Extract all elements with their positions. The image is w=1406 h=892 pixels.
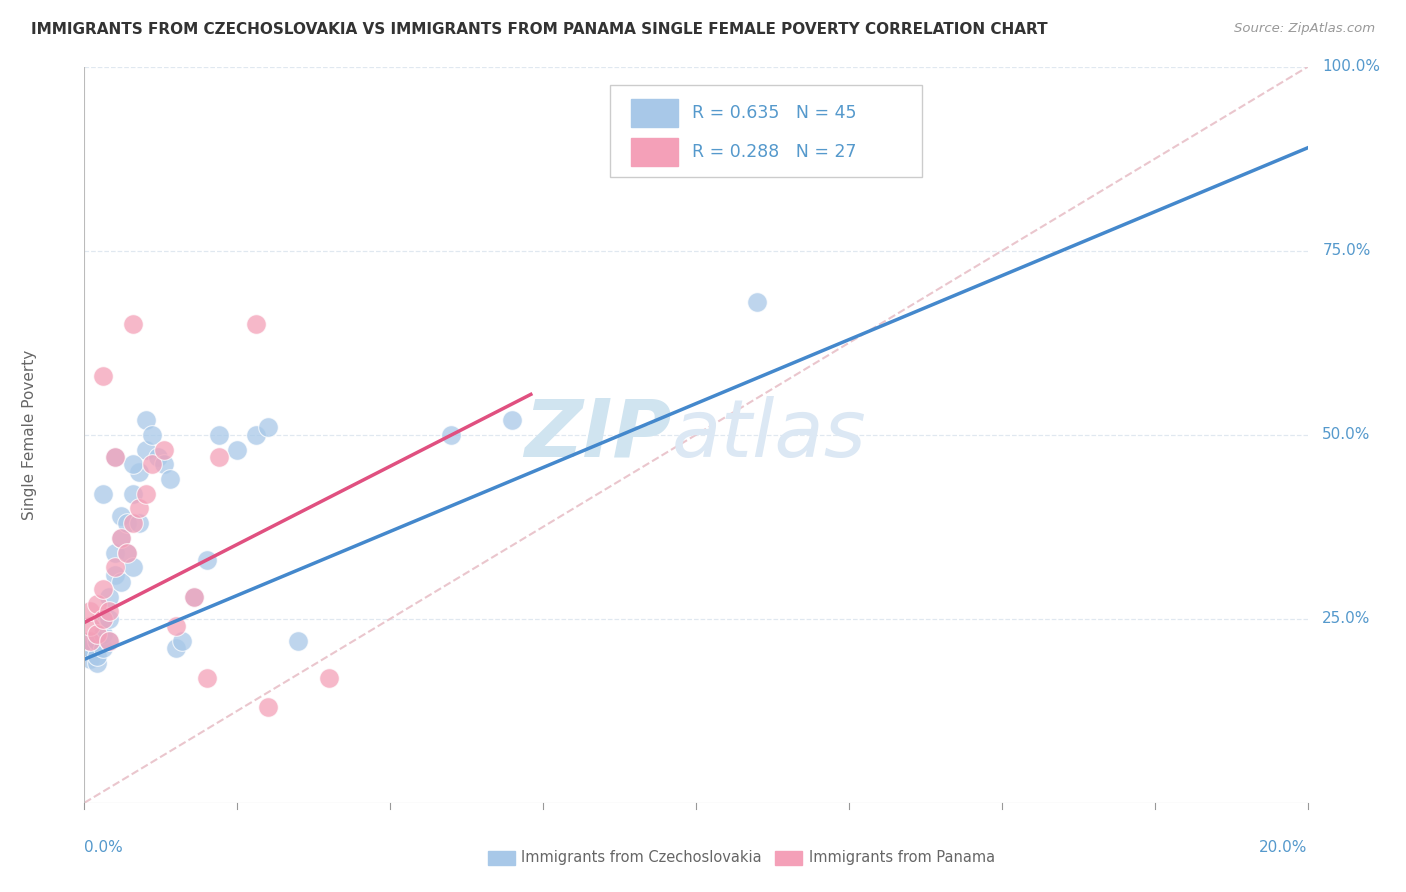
Point — [91, 626, 114, 640]
Point — [128, 501, 150, 516]
Point — [79, 633, 101, 648]
Point — [183, 590, 205, 604]
Point — [245, 318, 267, 332]
Text: Source: ZipAtlas.com: Source: ZipAtlas.com — [1234, 22, 1375, 36]
Point — [91, 582, 114, 597]
Point — [110, 531, 132, 545]
Point — [97, 633, 120, 648]
Point — [135, 413, 157, 427]
Text: IMMIGRANTS FROM CZECHOSLOVAKIA VS IMMIGRANTS FROM PANAMA SINGLE FEMALE POVERTY C: IMMIGRANTS FROM CZECHOSLOVAKIA VS IMMIGR… — [31, 22, 1047, 37]
Point — [79, 605, 101, 619]
Point — [141, 457, 163, 471]
FancyBboxPatch shape — [610, 86, 922, 178]
Point — [128, 516, 150, 530]
Point — [165, 641, 187, 656]
Point — [86, 656, 108, 670]
Point — [183, 590, 205, 604]
Point — [91, 487, 114, 501]
Point — [115, 545, 138, 560]
Point — [141, 427, 163, 442]
Point — [91, 612, 114, 626]
Point — [110, 531, 132, 545]
Point — [153, 457, 176, 471]
Point — [287, 633, 309, 648]
Point — [104, 450, 127, 464]
Point — [86, 597, 108, 611]
Point — [110, 508, 132, 523]
Point — [122, 457, 145, 471]
Text: R = 0.635   N = 45: R = 0.635 N = 45 — [692, 104, 856, 122]
Text: 50.0%: 50.0% — [1322, 427, 1371, 442]
Point — [153, 442, 176, 457]
Text: 20.0%: 20.0% — [1260, 839, 1308, 855]
Point — [104, 560, 127, 574]
Point — [195, 671, 218, 685]
Point — [257, 420, 280, 434]
Text: Immigrants from Panama: Immigrants from Panama — [808, 850, 994, 865]
Point — [115, 545, 138, 560]
Point — [502, 413, 524, 427]
Point — [97, 605, 120, 619]
Point — [91, 369, 114, 384]
Text: 100.0%: 100.0% — [1322, 60, 1381, 74]
Point — [115, 516, 138, 530]
Bar — [631, 99, 678, 128]
Text: Single Female Poverty: Single Female Poverty — [22, 350, 37, 520]
Text: 0.0%: 0.0% — [84, 839, 124, 855]
Bar — [776, 851, 803, 865]
Text: atlas: atlas — [672, 396, 866, 474]
Point — [79, 641, 101, 656]
Point — [165, 619, 187, 633]
Point — [122, 516, 145, 530]
Text: Immigrants from Czechoslovakia: Immigrants from Czechoslovakia — [522, 850, 762, 865]
Point — [97, 612, 120, 626]
Point — [79, 619, 101, 633]
Point — [747, 295, 769, 310]
Point — [440, 427, 463, 442]
Point — [91, 641, 114, 656]
Point — [86, 626, 108, 640]
Point — [97, 590, 120, 604]
Point — [86, 648, 108, 663]
Point — [128, 465, 150, 479]
Text: 75.0%: 75.0% — [1322, 244, 1371, 259]
Bar — [631, 137, 678, 166]
Point — [208, 427, 231, 442]
Text: ZIP: ZIP — [524, 396, 672, 474]
Point — [195, 553, 218, 567]
Point — [104, 567, 127, 582]
Point — [104, 545, 127, 560]
Bar — [488, 851, 515, 865]
Point — [122, 487, 145, 501]
Text: R = 0.288   N = 27: R = 0.288 N = 27 — [692, 143, 856, 161]
Point — [257, 700, 280, 714]
Point — [172, 633, 194, 648]
Point — [122, 560, 145, 574]
Point — [208, 450, 231, 464]
Point — [104, 450, 127, 464]
Point — [159, 472, 181, 486]
Point — [318, 671, 340, 685]
Point — [226, 442, 249, 457]
Point — [122, 318, 145, 332]
Point — [79, 652, 101, 666]
Point — [79, 633, 101, 648]
Point — [146, 450, 169, 464]
Point — [86, 633, 108, 648]
Point — [245, 427, 267, 442]
Point — [110, 575, 132, 590]
Point — [135, 442, 157, 457]
Point — [869, 133, 891, 147]
Point — [97, 633, 120, 648]
Point — [135, 487, 157, 501]
Text: 25.0%: 25.0% — [1322, 611, 1371, 626]
Point — [91, 612, 114, 626]
